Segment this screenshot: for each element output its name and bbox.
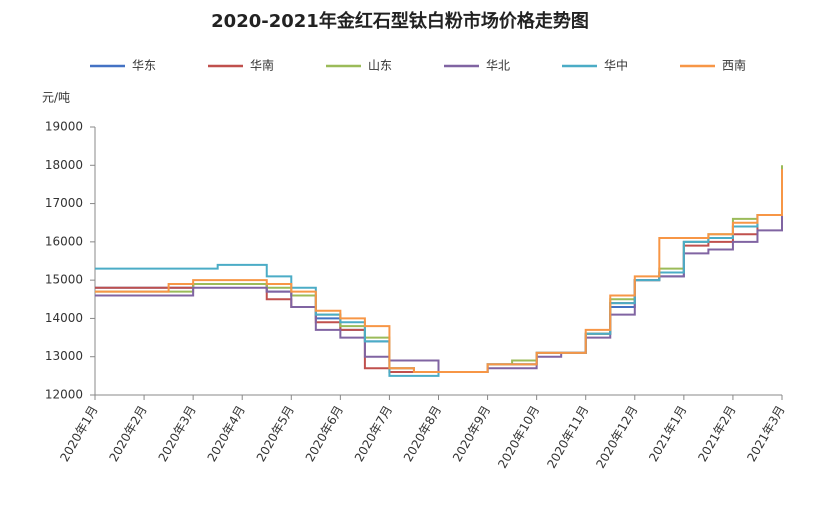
legend-label: 西南: [722, 58, 746, 73]
x-tick-label: 2020年4月: [205, 403, 248, 464]
legend-label: 华东: [132, 59, 156, 73]
y-tick-label: 12000: [45, 388, 83, 402]
x-tick-label: 2020年10月: [495, 403, 542, 470]
x-tick-label: 2020年6月: [303, 403, 346, 464]
series-line: [95, 176, 783, 374]
y-tick-label: 17000: [45, 196, 83, 210]
series-line: [95, 169, 783, 374]
legend-label: 华北: [486, 59, 510, 73]
y-tick-label: 16000: [45, 234, 83, 248]
y-tick-label: 15000: [45, 273, 83, 287]
x-tick-label: 2020年5月: [254, 403, 297, 464]
x-tick-label: 2021年3月: [744, 403, 787, 464]
x-tick-label: 2020年8月: [401, 403, 444, 464]
x-tick-label: 2020年12月: [593, 403, 640, 470]
x-tick-label: 2020年3月: [156, 403, 199, 464]
x-tick-label: 2020年2月: [106, 403, 149, 464]
y-tick-label: 18000: [45, 158, 83, 172]
legend-label: 山东: [368, 59, 392, 73]
x-tick-label: 2021年1月: [646, 403, 689, 464]
y-tick-label: 19000: [45, 120, 83, 134]
x-tick-label: 2020年1月: [57, 403, 100, 464]
chart-title: 2020-2021年金红石型钛白粉市场价格走势图: [211, 10, 589, 32]
x-tick-label: 2021年2月: [695, 403, 738, 464]
y-axis-label: 元/吨: [42, 91, 70, 105]
y-tick-label: 14000: [45, 311, 83, 325]
legend-label: 华南: [250, 58, 274, 73]
legend-label: 华中: [604, 58, 628, 73]
series-line: [95, 169, 783, 377]
y-tick-label: 13000: [45, 349, 83, 363]
x-tick-label: 2020年7月: [352, 403, 395, 464]
x-tick-label: 2020年9月: [450, 403, 493, 464]
x-tick-label: 2020年11月: [544, 403, 591, 470]
